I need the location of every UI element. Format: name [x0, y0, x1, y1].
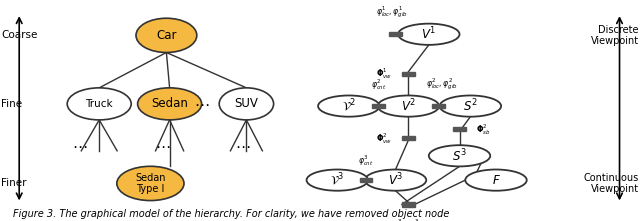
- Circle shape: [318, 95, 380, 117]
- Text: $\mathbf{\Phi}^2_{vw}$: $\mathbf{\Phi}^2_{vw}$: [376, 131, 392, 146]
- Text: $\varphi^2_{cnt}$: $\varphi^2_{cnt}$: [371, 77, 387, 92]
- Text: Car: Car: [156, 29, 177, 42]
- Circle shape: [378, 95, 439, 117]
- Bar: [360, 178, 372, 182]
- Text: $\mathcal{V}^3$: $\mathcal{V}^3$: [330, 172, 344, 189]
- Text: $\mathbf{\Phi}^2_{sb}$: $\mathbf{\Phi}^2_{sb}$: [476, 122, 490, 137]
- Bar: [453, 127, 466, 131]
- Text: $\varphi^3_{loc}, \varphi^3_{glb}$: $\varphi^3_{loc}, \varphi^3_{glb}$: [392, 218, 424, 221]
- Bar: [389, 32, 402, 36]
- Text: Finer: Finer: [1, 178, 27, 189]
- Text: Fine: Fine: [1, 99, 22, 109]
- Text: $\varphi^3_{cnt}$: $\varphi^3_{cnt}$: [358, 153, 374, 168]
- Text: Sedan
Type I: Sedan Type I: [135, 173, 166, 194]
- Bar: [402, 136, 415, 140]
- Text: $S^3$: $S^3$: [452, 147, 467, 164]
- Bar: [432, 104, 445, 108]
- Ellipse shape: [219, 88, 274, 120]
- Text: $\varphi^2_{loc}, \varphi^2_{glb}$: $\varphi^2_{loc}, \varphi^2_{glb}$: [426, 76, 458, 92]
- Circle shape: [365, 170, 426, 191]
- Text: $V^1$: $V^1$: [421, 26, 436, 43]
- Ellipse shape: [138, 88, 202, 120]
- Text: $\varphi^1_{loc}, \varphi^1_{glb}$: $\varphi^1_{loc}, \varphi^1_{glb}$: [376, 4, 408, 20]
- Text: Continuous
Viewpoint: Continuous Viewpoint: [584, 173, 639, 194]
- Text: $\cdots$: $\cdots$: [72, 138, 88, 153]
- Text: $\cdots$: $\cdots$: [156, 138, 171, 153]
- Ellipse shape: [136, 18, 197, 52]
- Ellipse shape: [116, 166, 184, 201]
- Bar: [402, 72, 415, 76]
- Circle shape: [440, 95, 501, 117]
- Text: Sedan: Sedan: [151, 97, 188, 110]
- Text: Truck: Truck: [85, 99, 113, 109]
- Text: $S^2$: $S^2$: [463, 98, 478, 114]
- Text: $\cdots$: $\cdots$: [194, 96, 209, 111]
- Text: $V^3$: $V^3$: [388, 172, 403, 189]
- Text: SUV: SUV: [234, 97, 259, 110]
- Text: Figure 3. The graphical model of the hierarchy. For clarity, we have removed obj: Figure 3. The graphical model of the hie…: [13, 209, 449, 219]
- Circle shape: [429, 145, 490, 166]
- Ellipse shape: [67, 88, 131, 120]
- Bar: [372, 104, 385, 108]
- Bar: [402, 202, 415, 207]
- Circle shape: [307, 170, 368, 191]
- Circle shape: [465, 170, 527, 191]
- Text: $\cdots$: $\cdots$: [236, 138, 251, 153]
- Circle shape: [398, 24, 460, 45]
- Text: $V^2$: $V^2$: [401, 98, 416, 114]
- Text: $F$: $F$: [492, 174, 500, 187]
- Text: $\mathcal{V}^2$: $\mathcal{V}^2$: [342, 98, 356, 114]
- Text: Discrete
Viewpoint: Discrete Viewpoint: [591, 25, 639, 46]
- Text: Coarse: Coarse: [1, 30, 38, 40]
- Text: $\mathbf{\Phi}^1_{vw}$: $\mathbf{\Phi}^1_{vw}$: [376, 67, 392, 82]
